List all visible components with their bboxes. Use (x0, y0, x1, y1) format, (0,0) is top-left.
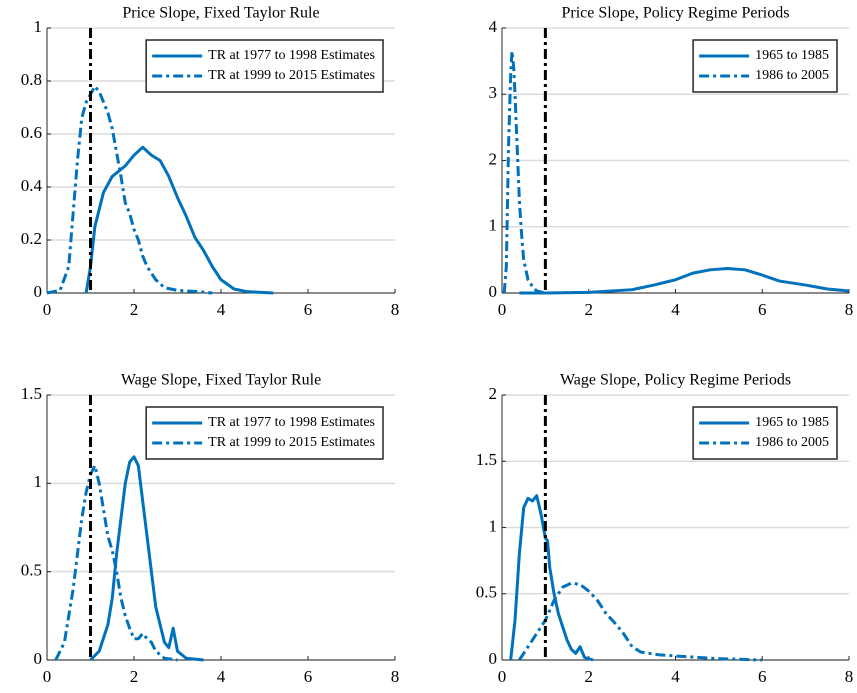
legend-box (145, 39, 384, 93)
y-tick-label: 2 (489, 149, 498, 168)
x-tick-label: 4 (217, 300, 226, 319)
y-tick-label: 0.5 (21, 561, 42, 580)
x-tick-label: 2 (130, 300, 139, 319)
x-tick-label: 2 (585, 667, 594, 686)
x-tick-label: 4 (671, 667, 680, 686)
legend-label: 1965 to 1985 (755, 48, 829, 63)
y-tick-label: 0 (34, 282, 43, 301)
y-tick-label: 4 (489, 17, 498, 36)
legend-label: 1986 to 2005 (755, 68, 829, 83)
y-tick-label: 1.5 (21, 384, 42, 403)
density-line (519, 266, 850, 295)
panel-title: Price Slope, Policy Regime Periods (562, 5, 790, 22)
panel-title: Price Slope, Fixed Taylor Rule (122, 5, 319, 22)
legend-box (692, 406, 838, 460)
x-tick-label: 6 (304, 300, 313, 319)
x-tick-label: 4 (217, 667, 226, 686)
legend: 1965 to 1985 1986 to 2005 (692, 406, 838, 460)
legend-label: TR at 1977 to 1998 Estimates (208, 415, 375, 430)
density-line (84, 145, 274, 295)
x-tick-label: 0 (43, 300, 52, 319)
legend-label: TR at 1977 to 1998 Estimates (208, 48, 375, 63)
panel-title: Wage Slope, Fixed Taylor Rule (121, 372, 321, 389)
y-tick-label: 0 (489, 282, 498, 301)
x-tick-label: 6 (304, 667, 313, 686)
panel: Wage Slope, Policy Regime Periods 0 0.5 1 1.… (476, 372, 854, 686)
density-line (54, 464, 178, 662)
y-tick-label: 2 (489, 384, 498, 403)
y-tick-label: 1 (489, 516, 498, 535)
legend-box (692, 39, 838, 93)
legend-label: 1965 to 1985 (755, 415, 829, 430)
legend: 1965 to 1985 1986 to 2005 (692, 39, 838, 93)
y-tick-label: 0.4 (21, 176, 43, 195)
density-line (518, 581, 763, 662)
x-tick-label: 0 (498, 300, 507, 319)
legend: TR at 1977 to 1998 Estimates TR at 1999 t… (145, 406, 384, 460)
legend-box (145, 406, 384, 460)
y-tick-label: 0.6 (21, 123, 42, 142)
density-line (509, 494, 594, 662)
y-tick-label: 1.5 (476, 450, 497, 469)
x-tick-label: 6 (758, 667, 767, 686)
density-line (89, 455, 204, 662)
legend-label: TR at 1999 to 2015 Estimates (208, 68, 375, 83)
x-tick-label: 6 (758, 300, 767, 319)
y-tick-label: 0.2 (21, 229, 42, 248)
x-tick-label: 8 (845, 667, 854, 686)
panel: Price Slope, Fixed Taylor Rule 0 0.2 0.4 0.6… (21, 5, 400, 319)
x-tick-label: 8 (845, 300, 854, 319)
x-tick-label: 2 (130, 667, 139, 686)
density-line (502, 49, 546, 295)
x-tick-label: 0 (43, 667, 52, 686)
x-tick-label: 2 (585, 300, 594, 319)
y-tick-label: 3 (489, 83, 498, 102)
y-tick-label: 1 (489, 216, 498, 235)
legend-label: 1986 to 2005 (755, 435, 829, 450)
panel: Price Slope, Policy Regime Periods 0 1 2 3 4 0… (489, 5, 854, 319)
x-tick-label: 0 (498, 667, 507, 686)
panel: Wage Slope, Fixed Taylor Rule 0 0.5 1 1.5 0 2 4… (21, 372, 400, 686)
density-line (46, 84, 213, 295)
x-tick-label: 4 (671, 300, 680, 319)
x-tick-label: 8 (391, 300, 400, 319)
panel-title: Wage Slope, Policy Regime Periods (560, 372, 791, 389)
y-tick-label: 0 (489, 649, 498, 668)
y-tick-label: 1 (34, 472, 43, 491)
legend: TR at 1977 to 1998 Estimates TR at 1999 t… (145, 39, 384, 93)
legend-label: TR at 1999 to 2015 Estimates (208, 435, 375, 450)
x-tick-label: 8 (391, 667, 400, 686)
y-tick-label: 0 (34, 649, 43, 668)
y-tick-label: 0.5 (476, 583, 497, 602)
y-tick-label: 0.8 (21, 70, 42, 89)
y-tick-label: 1 (34, 17, 43, 36)
